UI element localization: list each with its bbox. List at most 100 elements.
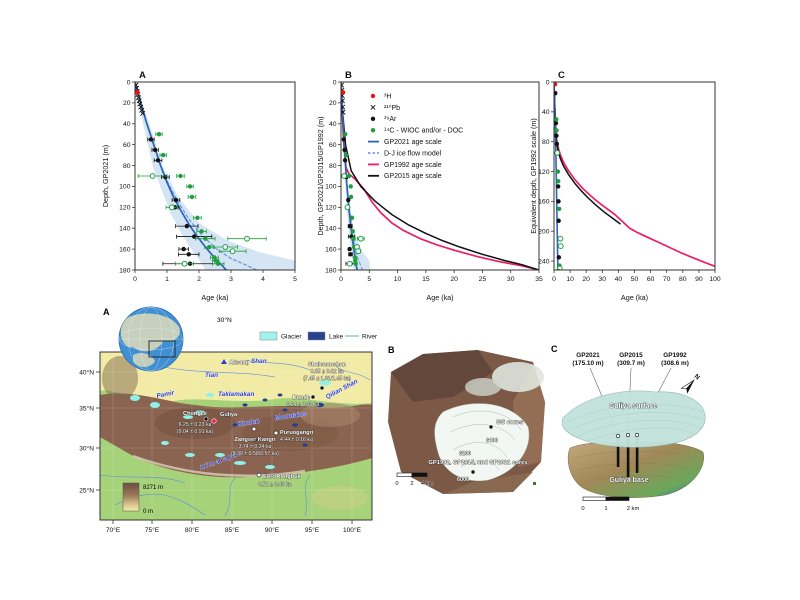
svg-text:¹⁴C - WIOC and/or - DOC: ¹⁴C - WIOC and/or - DOC [384,128,463,135]
svg-text:80: 80 [123,163,131,170]
uncertainty-band [341,82,371,270]
svg-text:Taklamakan: Taklamakan [218,391,254,398]
panel-3d-section: C GP2021 (175.10 m) GP2015 (309.7 m) GP1… [545,340,723,525]
svg-text:25: 25 [479,276,487,283]
svg-text:GP1992: GP1992 [663,352,687,359]
svg-text:(9.04 ± 0.91 ka): (9.04 ± 0.91 ka) [177,429,214,435]
svg-text:(308.6 m): (308.6 m) [661,360,689,367]
svg-text:60: 60 [123,142,131,149]
svg-text:240: 240 [538,258,550,265]
svg-text:0: 0 [552,276,556,283]
svg-text:4 km: 4 km [421,481,434,487]
scatter-group [554,149,564,270]
svg-text:Glacier: Glacier [281,334,302,341]
rivers [100,359,371,517]
svg-text:100: 100 [709,276,721,283]
panel-glacier-aerial-view: B GS cores 6400 6200 GP1992, GP2015, and… [383,342,553,515]
scatter-group [341,89,346,95]
svg-text:Kunlun: Kunlun [237,418,260,428]
series-line [341,82,358,270]
plot-frame [553,81,716,271]
svg-text:40: 40 [615,276,623,283]
svg-text:GP2021 age scale: GP2021 age scale [384,139,442,146]
svg-text:Age (ka): Age (ka) [621,293,648,302]
svg-text:15: 15 [422,276,430,283]
scatter-group [135,89,140,95]
panel-c-equivalent-depth-chart: 0 10 20 30 40 50 60 70 80 90 100 0 40 80 120 160 200 240 A… [528,60,724,310]
contour-6400: 6400 [486,438,498,444]
svg-text:80°E: 80°E [185,526,200,534]
svg-text:A: A [139,70,146,81]
svg-text:5: 5 [293,276,297,283]
svg-text:4.44 ± 0.16 ka: 4.44 ± 0.16 ka [280,437,313,443]
svg-text:C: C [558,70,565,81]
svg-text:²¹⁰Pb: ²¹⁰Pb [384,104,400,112]
svg-text:³⁹Ar: ³⁹Ar [384,116,397,123]
series-line [554,82,715,268]
hole-gp2021-collar [616,434,621,439]
svg-text:0 m: 0 m [143,509,153,515]
svg-text:Equivalent depth, GP1992 scale: Equivalent depth, GP1992 scale (m) [529,118,538,233]
svg-text:Pamir: Pamir [156,389,175,400]
map-legend: Glacier Lake River [259,331,378,341]
svg-text:(175.10 m): (175.10 m) [572,360,603,367]
svg-text:0: 0 [339,276,343,283]
plot-frame [340,81,540,271]
svg-text:N: N [693,373,701,382]
svg-text:Chongce: Chongce [183,411,207,417]
age-depth-chart-gp2021: 0 1 2 3 4 5 0 20 40 60 80 100 120 140 160 180 Age (ka) De… [101,70,297,302]
svg-text:160: 160 [325,246,337,253]
svg-text:10: 10 [394,276,402,283]
svg-text:0: 0 [546,79,550,86]
gs-cores-dot [488,424,494,430]
boreholes [616,435,639,477]
contour-6000: 6000 [457,477,469,483]
svg-text:0: 0 [581,506,584,512]
svg-text:0: 0 [333,79,337,86]
puruogangri-dot [273,430,279,436]
peak-triangle-icon [221,359,227,364]
plot-area [554,82,715,270]
globe-region-box [148,340,176,358]
svg-text:60: 60 [329,142,337,149]
dunde-dot [310,394,316,400]
contour-6200: 6200 [459,451,471,457]
ice-cap-outline [434,403,530,482]
svg-text:(7.45 ± 1.31/1.45 ka): (7.45 ± 1.31/1.45 ka) [303,376,351,382]
north-arrow-icon: N [680,373,701,394]
svg-text:Shan: Shan [251,358,267,365]
svg-text:8271 m: 8271 m [143,485,163,491]
chongce-dot [203,416,209,422]
map-panel-label: A [103,307,110,317]
svg-text:River: River [362,334,378,341]
svg-text:140: 140 [325,226,337,233]
east-rongbuk-dot [256,472,262,478]
svg-text:180: 180 [119,267,131,274]
chart-legend: ³H ²¹⁰Pb ³⁹Ar ¹⁴C - WIOC and/or - DOC GP2021… [368,93,463,180]
guliya-dot [211,418,217,424]
series-line [554,82,621,225]
scatter-group [554,82,558,87]
series-line [341,82,539,270]
svg-text:120: 120 [538,169,550,176]
svg-text:(309.7 m): (309.7 m) [617,360,645,367]
tibet-map-svg: A [79,306,378,534]
svg-text:20: 20 [582,276,590,283]
svg-text:90°E: 90°E [265,526,280,534]
svg-text:B: B [345,70,352,81]
svg-text:Depth, GP2021/GP2015/GP1992 (m: Depth, GP2021/GP2015/GP1992 (m) [316,116,325,235]
globe-inset: 30°N [118,306,232,372]
svg-text:2: 2 [410,481,413,487]
svg-text:100: 100 [325,184,337,191]
age-depth-chart-all-scales: 0 5 10 15 20 25 30 35 0 20 40 60 80 100 120 140 160 180 Ag… [316,70,543,302]
hole-gp1992-collar [635,433,640,438]
svg-text:4: 4 [261,276,265,283]
svg-text:(8.90 ± 0.58/0.57 ka): (8.90 ± 0.58/0.57 ka) [231,451,279,457]
core-sites: Chongce Guliya 6.25 ± 0.23 ka (9.04 ± 0.… [177,362,352,489]
svg-text:90: 90 [695,276,703,283]
svg-text:120: 120 [325,205,337,212]
elevation-colorbar: 8271 m 0 m [122,482,163,515]
section-panel-label: C [551,344,558,354]
svg-text:40: 40 [123,121,131,128]
